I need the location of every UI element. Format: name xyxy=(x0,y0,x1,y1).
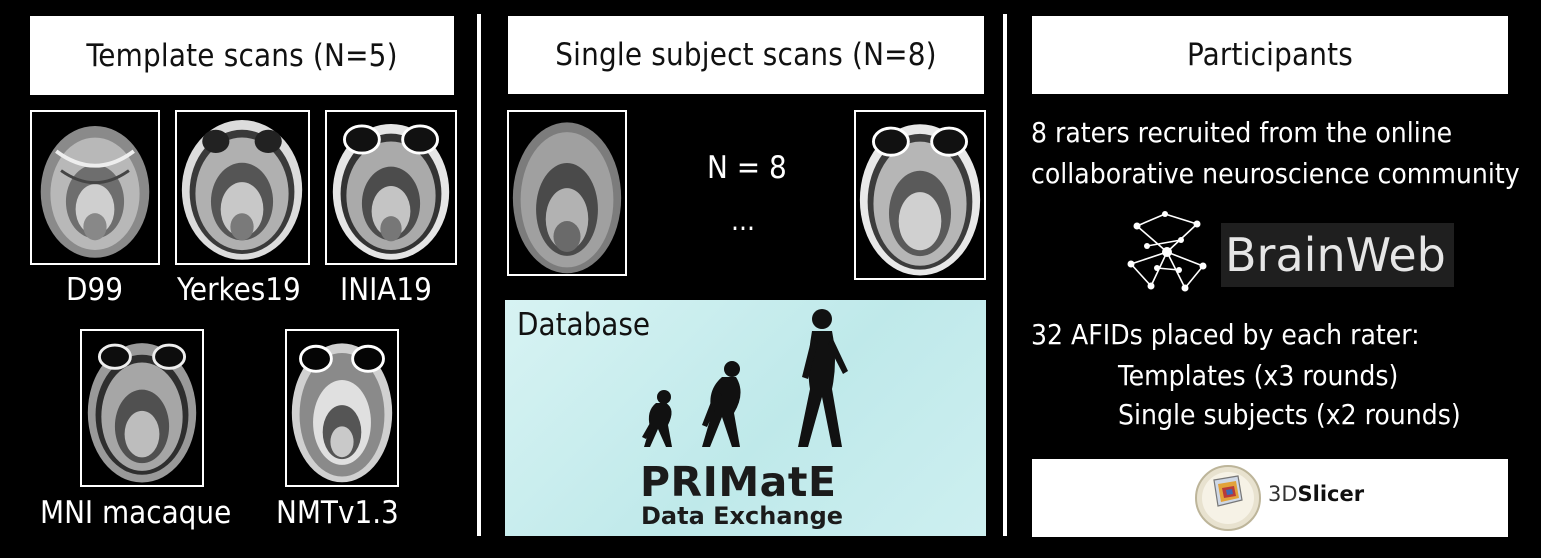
primate-logo-title: PRIMatE xyxy=(640,458,837,506)
brain-scan-image xyxy=(82,331,202,485)
primate-evolution-icon xyxy=(642,309,848,447)
scan-inia19 xyxy=(325,110,457,265)
scan-label-nmtv13: NMTv1.3 xyxy=(276,495,399,531)
participants-title-text: Participants xyxy=(1186,37,1354,73)
primate-logo-subtitle: Data Exchange xyxy=(641,502,844,530)
slicer-logo-text: 3DSlicer xyxy=(1268,482,1364,506)
slicer-logo-box xyxy=(1032,459,1508,537)
database-panel xyxy=(505,300,986,536)
slicer-cube-icon xyxy=(1195,465,1261,531)
scan-label-d99: D99 xyxy=(66,272,123,308)
participants-title: Participants xyxy=(1032,16,1508,94)
slicer-logo-prefix: 3D xyxy=(1268,482,1298,506)
panel-divider-left xyxy=(477,14,481,536)
brain-scan-image xyxy=(327,112,455,263)
brain-scan-image xyxy=(32,112,158,263)
brainweb-logo-text: BrainWeb xyxy=(1221,223,1454,287)
brainweb-network-icon xyxy=(1127,211,1207,292)
brain-scan-image xyxy=(856,112,984,278)
single-ellipsis: ... xyxy=(731,204,755,237)
afids-line: 32 AFIDs placed by each rater: xyxy=(1031,318,1420,351)
single-rounds-line: Single subjects (x2 rounds) xyxy=(1118,398,1461,431)
scan-d99 xyxy=(30,110,160,265)
brain-scan-image xyxy=(177,112,308,263)
brain-scan-image xyxy=(509,112,625,274)
templates-rounds-line: Templates (x3 rounds) xyxy=(1118,359,1399,392)
scan-yerkes19 xyxy=(175,110,310,265)
single-subject-title-text: Single subject scans (N=8) xyxy=(555,37,937,73)
single-scan-first xyxy=(507,110,627,276)
template-scans-title: Template scans (N=5) xyxy=(30,16,454,95)
raters-line-1: 8 raters recruited from the online xyxy=(1031,116,1453,149)
single-scan-last xyxy=(854,110,986,280)
scan-mni-macaque xyxy=(80,329,204,487)
scan-label-mni-macaque: MNI macaque xyxy=(40,495,232,531)
single-count: N = 8 xyxy=(707,150,787,186)
scan-nmtv13 xyxy=(285,329,399,487)
panel-divider-right xyxy=(1003,14,1007,536)
brain-scan-image xyxy=(287,331,397,485)
scan-label-yerkes19: Yerkes19 xyxy=(177,272,301,308)
slicer-logo-name: Slicer xyxy=(1297,482,1365,506)
scan-label-inia19: INIA19 xyxy=(340,272,432,308)
single-subject-title: Single subject scans (N=8) xyxy=(508,16,984,94)
raters-line-2: collaborative neuroscience community xyxy=(1031,157,1520,190)
database-label: Database xyxy=(517,307,651,343)
template-scans-title-text: Template scans (N=5) xyxy=(86,37,398,74)
